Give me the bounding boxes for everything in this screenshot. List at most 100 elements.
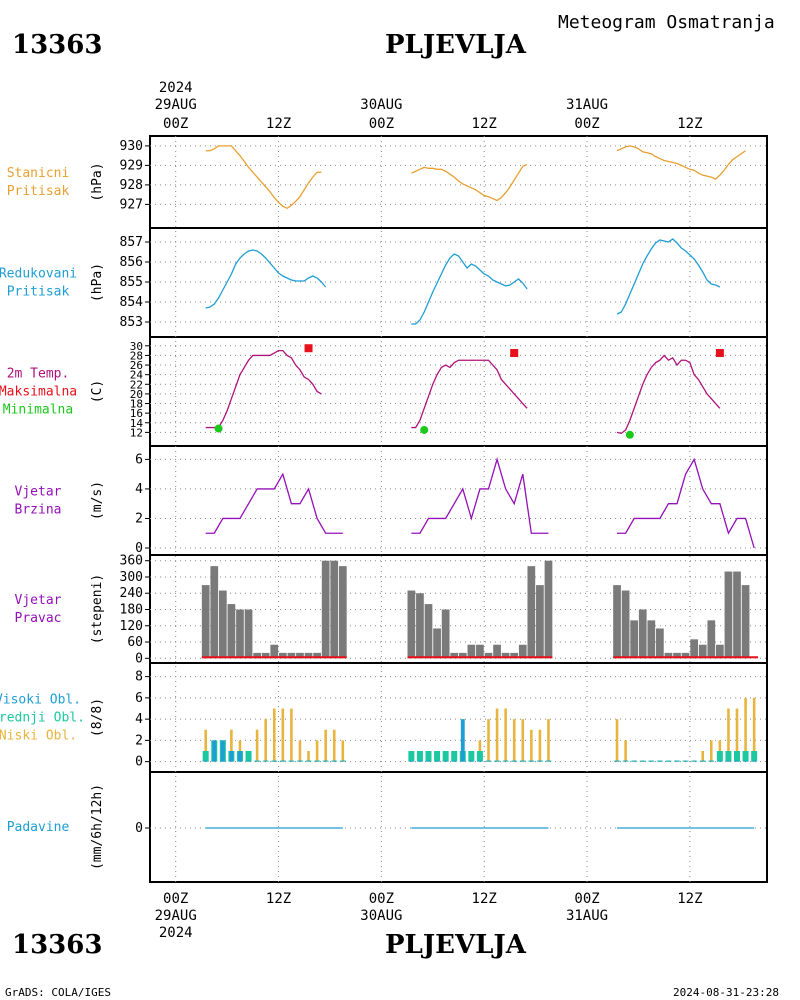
wind-direction-bar bbox=[544, 560, 553, 659]
cloud-bar bbox=[289, 760, 294, 762]
x-tick-label-bottom: 00Z bbox=[574, 891, 599, 907]
series-line bbox=[411, 457, 549, 534]
panel-label: Maksimalna bbox=[0, 385, 77, 400]
series-line bbox=[205, 472, 343, 534]
cloud-bar bbox=[452, 760, 457, 762]
y-tick-label: 855 bbox=[120, 275, 143, 290]
y-tick-label: 929 bbox=[120, 158, 143, 173]
cloud-bar bbox=[504, 708, 507, 762]
cloud-bar bbox=[742, 751, 749, 762]
wind-direction-bar bbox=[707, 620, 716, 659]
wind-direction-bar bbox=[458, 652, 467, 659]
wind-direction-bar bbox=[690, 639, 699, 659]
cloud-bar bbox=[486, 760, 491, 762]
cloud-bar bbox=[743, 760, 748, 762]
panel-cloud_cover: 0 2 4 6 8 (8/8) Visoki Obl. Srednji Obl. Niski O… bbox=[0, 670, 767, 770]
x-tick-label-top: 00Z bbox=[369, 116, 394, 132]
wind-direction-bar bbox=[630, 620, 639, 659]
x-tick-label-bottom: 12Z bbox=[266, 891, 291, 907]
cloud-bar bbox=[683, 760, 688, 762]
panel-label: Padavine bbox=[7, 820, 70, 835]
cloud-bar bbox=[538, 729, 542, 762]
cloud-bar bbox=[649, 760, 654, 762]
cloud-bar bbox=[264, 719, 267, 762]
series-line bbox=[205, 249, 327, 309]
cloud-bar bbox=[255, 760, 260, 762]
cloud-bar bbox=[306, 760, 311, 762]
cloud-bar bbox=[547, 719, 550, 762]
x-tick-date-top: 31AUG bbox=[566, 97, 608, 113]
wind-direction-bar bbox=[261, 652, 270, 659]
min-temp-marker bbox=[420, 425, 429, 434]
y-tick-label: 360 bbox=[120, 554, 143, 569]
min-temp-marker bbox=[214, 424, 223, 433]
y-tick-label: 927 bbox=[120, 197, 143, 212]
wind-direction-bar bbox=[407, 590, 416, 659]
y-tick-label: 856 bbox=[120, 255, 143, 270]
y-tick-label: 6 bbox=[135, 691, 143, 706]
max-temp-marker bbox=[304, 344, 313, 353]
x-tick-date-top: 30AUG bbox=[360, 97, 402, 113]
cloud-bar bbox=[315, 760, 320, 762]
x-tick-date-bottom: 29AUG bbox=[155, 908, 197, 924]
wind-direction-bar bbox=[218, 590, 227, 659]
x-tick-year-bottom: 2024 bbox=[159, 925, 193, 941]
cloud-bar bbox=[212, 740, 217, 762]
cloud-bar bbox=[632, 760, 637, 762]
cloud-bar bbox=[675, 760, 679, 762]
y-axis-unit: (hPa) bbox=[90, 263, 105, 302]
panel-label: Redukovani bbox=[0, 267, 77, 282]
cloud-bar bbox=[530, 729, 533, 762]
wind-direction-bar bbox=[484, 652, 493, 659]
station-id-header: 13363 bbox=[12, 30, 103, 60]
panel-precipitation: 0 (mm/6h/12h) Padavine bbox=[7, 784, 767, 870]
panel-label: Minimalna bbox=[3, 403, 73, 418]
timestamp-text: 2024-08-31-23:28 bbox=[673, 986, 779, 999]
credit-text: GrADS: COLA/IGES bbox=[5, 986, 111, 999]
y-tick-label: 180 bbox=[120, 603, 143, 618]
cloud-bar bbox=[435, 760, 440, 762]
wind-direction-bar bbox=[724, 571, 733, 659]
cloud-bar bbox=[298, 740, 302, 762]
wind-direction-bar bbox=[416, 593, 424, 659]
panel-frame bbox=[149, 336, 768, 447]
y-tick-label: 857 bbox=[120, 235, 143, 250]
wind-direction-bar bbox=[698, 644, 707, 659]
panel-label: Vjetar bbox=[15, 593, 62, 608]
cloud-bar bbox=[298, 760, 302, 762]
y-axis-unit: (C) bbox=[90, 380, 105, 403]
cloud-bar bbox=[752, 697, 756, 762]
cloud-bar bbox=[546, 760, 551, 762]
cloud-bar bbox=[700, 760, 705, 762]
y-tick-label: 18 bbox=[130, 398, 143, 411]
wind-direction-bar bbox=[253, 652, 261, 659]
cloud-bar bbox=[692, 760, 697, 762]
wind-direction-bar bbox=[493, 644, 501, 659]
cloud-bar bbox=[255, 729, 259, 762]
wind-direction-bar bbox=[236, 609, 244, 659]
cloud-bar bbox=[451, 751, 458, 762]
x-tick-label-top: 12Z bbox=[266, 116, 291, 132]
x-tick-label-top: 12Z bbox=[677, 116, 702, 132]
wind-direction-bar bbox=[210, 566, 219, 659]
panel-label: Vjetar bbox=[15, 485, 62, 500]
cloud-bar bbox=[716, 751, 723, 762]
cloud-bar bbox=[230, 729, 233, 762]
y-tick-label: 853 bbox=[120, 315, 143, 330]
cloud-bar bbox=[725, 751, 732, 762]
wind-direction-bar bbox=[518, 644, 527, 659]
panel-station_pressure: 927 928 929 930 (hPa) Stanicni Pritisak bbox=[7, 139, 767, 212]
cloud-bar bbox=[520, 760, 525, 762]
panel-frame bbox=[149, 445, 768, 556]
cloud-bar bbox=[272, 760, 277, 762]
cloud-bar bbox=[487, 719, 490, 762]
cloud-bar bbox=[512, 719, 516, 762]
wind-direction-bar bbox=[304, 652, 313, 659]
wind-direction-bar bbox=[527, 566, 536, 659]
wind-direction-bar bbox=[338, 566, 347, 659]
meteogram-title: Meteogram Osmatranja bbox=[558, 12, 775, 33]
y-tick-label: 30 bbox=[130, 340, 143, 353]
wind-direction-bar bbox=[227, 604, 236, 659]
y-tick-label: 120 bbox=[120, 619, 143, 634]
